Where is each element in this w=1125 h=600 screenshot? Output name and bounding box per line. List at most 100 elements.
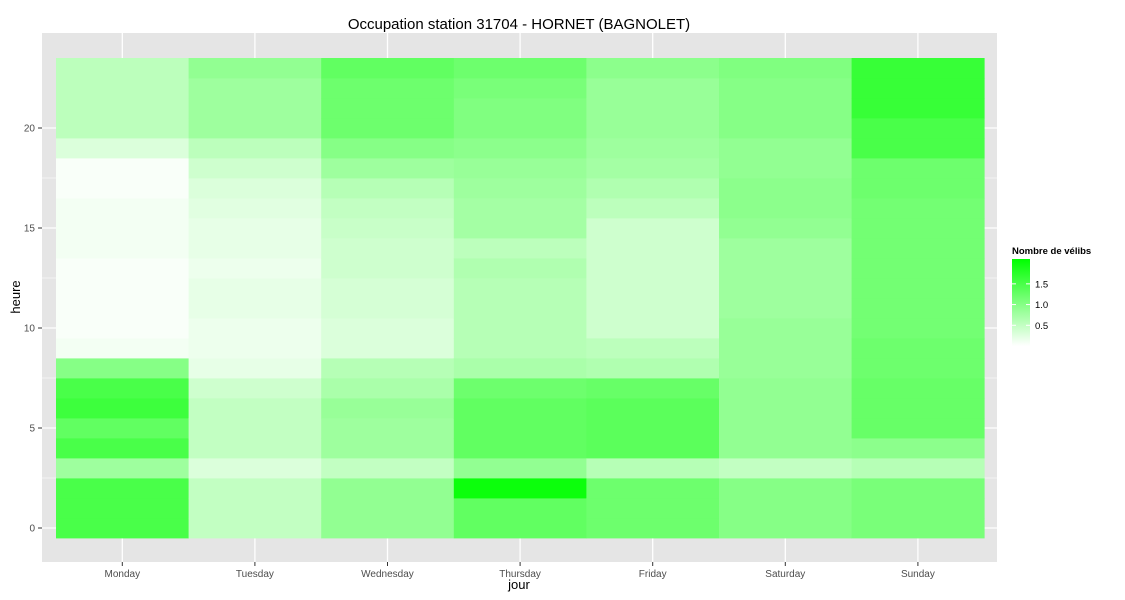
heatmap-cell (851, 258, 985, 279)
heatmap-cell (851, 178, 985, 199)
heatmap-cell (851, 238, 985, 259)
heatmap-cell (56, 218, 189, 239)
heatmap-cell (851, 438, 985, 459)
heatmap-cell (56, 98, 189, 119)
chart-title: Occupation station 31704 - HORNET (BAGNO… (348, 16, 690, 33)
heatmap-cell (453, 178, 587, 199)
heatmap-cell (586, 58, 720, 79)
heatmap-cell (453, 378, 587, 399)
heatmap-cell (56, 318, 189, 339)
heatmap-cell (321, 278, 455, 299)
x-axis-title: jour (507, 577, 530, 592)
heatmap-cell (321, 458, 455, 479)
heatmap-cell (188, 278, 322, 299)
heatmap-cell (453, 138, 587, 159)
heatmap-cell (719, 378, 852, 399)
heatmap-cell (851, 118, 985, 139)
heatmap-cell (56, 238, 189, 259)
heatmap-cell (453, 258, 587, 279)
heatmap-cell (719, 278, 852, 299)
x-tick-label: Friday (639, 569, 667, 580)
x-axis: Monday Tuesday Wednesday Thursday Friday Satu… (105, 562, 935, 580)
heatmap-cell (453, 298, 587, 319)
heatmap-cell (321, 178, 455, 199)
heatmap-cell (586, 218, 720, 239)
heatmap-cell (56, 158, 189, 179)
heatmap-cell (453, 118, 587, 139)
heatmap-cell (321, 318, 455, 339)
heatmap-cell (56, 118, 189, 139)
heatmap-cell (321, 358, 455, 379)
heatmap-cell (453, 218, 587, 239)
heatmap-cell (719, 218, 852, 239)
heatmap-cell (321, 118, 455, 139)
heatmap-cell (453, 98, 587, 119)
heatmap-cell (719, 458, 852, 479)
heatmap-cell (188, 58, 322, 79)
heatmap-cell (453, 238, 587, 259)
legend-tick-label: 1.0 (1035, 300, 1048, 311)
heatmap-cell (321, 98, 455, 119)
x-tick-label: Tuesday (236, 569, 274, 580)
heatmap-cell (453, 458, 587, 479)
heatmap-cell (586, 398, 720, 419)
heatmap-cell (719, 138, 852, 159)
heatmap-cell (851, 418, 985, 439)
heatmap-cell (321, 438, 455, 459)
heatmap-cell (851, 518, 985, 539)
heatmap-cell (188, 418, 322, 439)
heatmap-cell (851, 78, 985, 99)
heatmap-cell (453, 198, 587, 219)
heatmap-cell (719, 238, 852, 259)
heatmap-cell (321, 258, 455, 279)
heatmap-cell (56, 378, 189, 399)
heatmap-cell (56, 358, 189, 379)
heatmap-cell (188, 338, 322, 359)
heatmap-cell (586, 438, 720, 459)
heatmap-cell (321, 78, 455, 99)
x-tick-label: Monday (105, 569, 141, 580)
heatmap-cell (586, 518, 720, 539)
heatmap-cell (188, 258, 322, 279)
heatmap-cell (719, 298, 852, 319)
heatmap-cell (188, 178, 322, 199)
heatmap-cell (851, 158, 985, 179)
x-tick-label: Wednesday (361, 569, 414, 580)
heatmap-cell (586, 98, 720, 119)
heatmap-cell (56, 178, 189, 199)
color-legend: Nombre de vélibs 0.5 1.0 1.5 (1012, 246, 1091, 346)
heatmap-cell (586, 278, 720, 299)
heatmap-cell (586, 358, 720, 379)
heatmap-cell (586, 318, 720, 339)
heatmap-cell (851, 278, 985, 299)
heatmap-cell (851, 338, 985, 359)
heatmap-cell (719, 338, 852, 359)
heatmap-cell (321, 378, 455, 399)
heatmap-cell (56, 398, 189, 419)
heatmap-cell (56, 438, 189, 459)
heatmap-cell (719, 418, 852, 439)
heatmap-cell (453, 278, 587, 299)
heatmap-cell (851, 198, 985, 219)
heatmap-cell (188, 118, 322, 139)
heatmap-cell (586, 118, 720, 139)
heatmap-cell (586, 298, 720, 319)
heatmap-cell (188, 138, 322, 159)
heatmap-cell (851, 98, 985, 119)
heatmap-cell (453, 418, 587, 439)
heatmap-cell (56, 58, 189, 79)
heatmap-cell (851, 378, 985, 399)
y-axis: 0 5 10 15 20 (24, 124, 42, 535)
y-tick-label: 15 (24, 224, 36, 235)
heatmap-cell (453, 518, 587, 539)
heatmap-cell (851, 298, 985, 319)
heatmap-cell (719, 478, 852, 499)
heatmap-cell (56, 198, 189, 219)
heatmap-cell (321, 138, 455, 159)
heatmap-cell (188, 158, 322, 179)
heatmap-cell (188, 218, 322, 239)
heatmap-cell (586, 458, 720, 479)
heatmap-cell (851, 218, 985, 239)
heatmap-cell (188, 358, 322, 379)
